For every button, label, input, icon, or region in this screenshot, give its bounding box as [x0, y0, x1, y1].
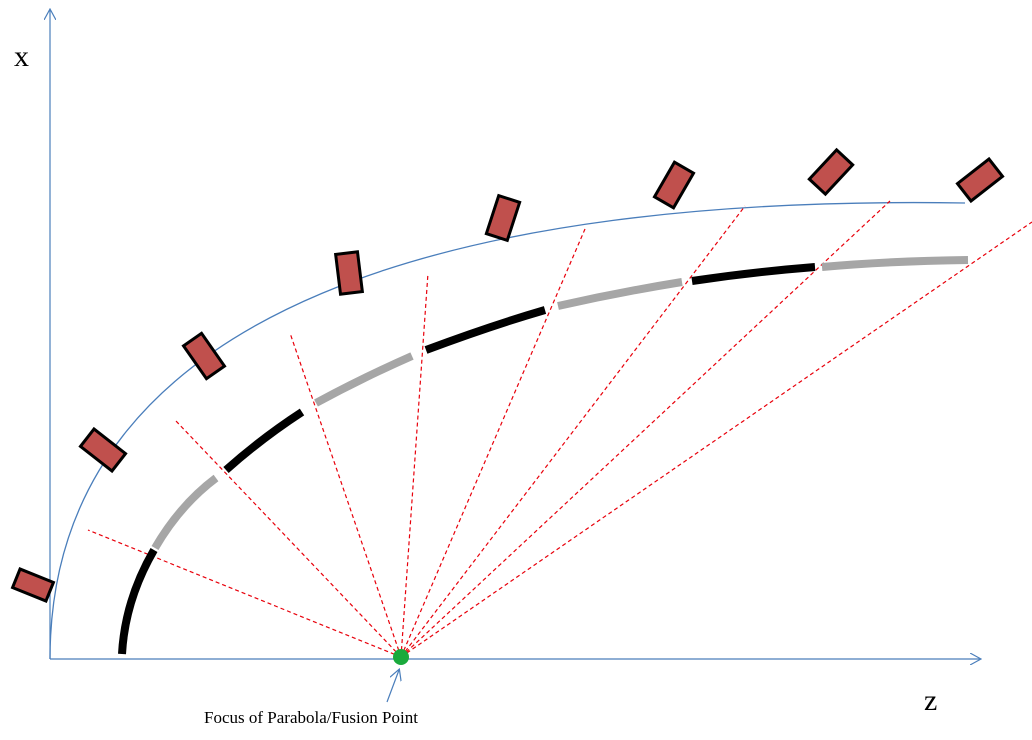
ray [400, 228, 586, 658]
z-axis-label: z [924, 684, 938, 717]
focus-caption-arrow [386, 670, 399, 703]
detector-block [10, 567, 56, 603]
detector-block [652, 160, 696, 210]
detector-block [807, 147, 855, 197]
segment-dark [118, 547, 158, 655]
detector-block [78, 426, 128, 474]
ray [87, 529, 402, 658]
outer-parabola-curve [49, 201, 966, 660]
ray [400, 221, 1032, 658]
detector-block [955, 156, 1005, 204]
focus-caption: Focus of Parabola/Fusion Point [204, 708, 418, 727]
x-axis-label: x [14, 40, 29, 73]
segment-dark [424, 306, 547, 354]
ray [174, 419, 402, 658]
detector-block [333, 250, 365, 296]
ray [400, 205, 746, 658]
focus-point [393, 649, 409, 665]
segment-light [314, 352, 414, 407]
ray [400, 200, 891, 658]
segment-light [557, 278, 683, 310]
segment-light [151, 474, 219, 551]
segment-light [821, 256, 969, 271]
ray [400, 272, 429, 658]
detector-block [181, 331, 227, 381]
inner-segmented-curve [118, 256, 969, 655]
detector-blocks [10, 147, 1005, 603]
segment-dark [223, 408, 305, 473]
focus-rays [87, 200, 1032, 658]
ray [289, 332, 402, 658]
detector-block [484, 193, 522, 243]
segment-dark [691, 263, 816, 285]
